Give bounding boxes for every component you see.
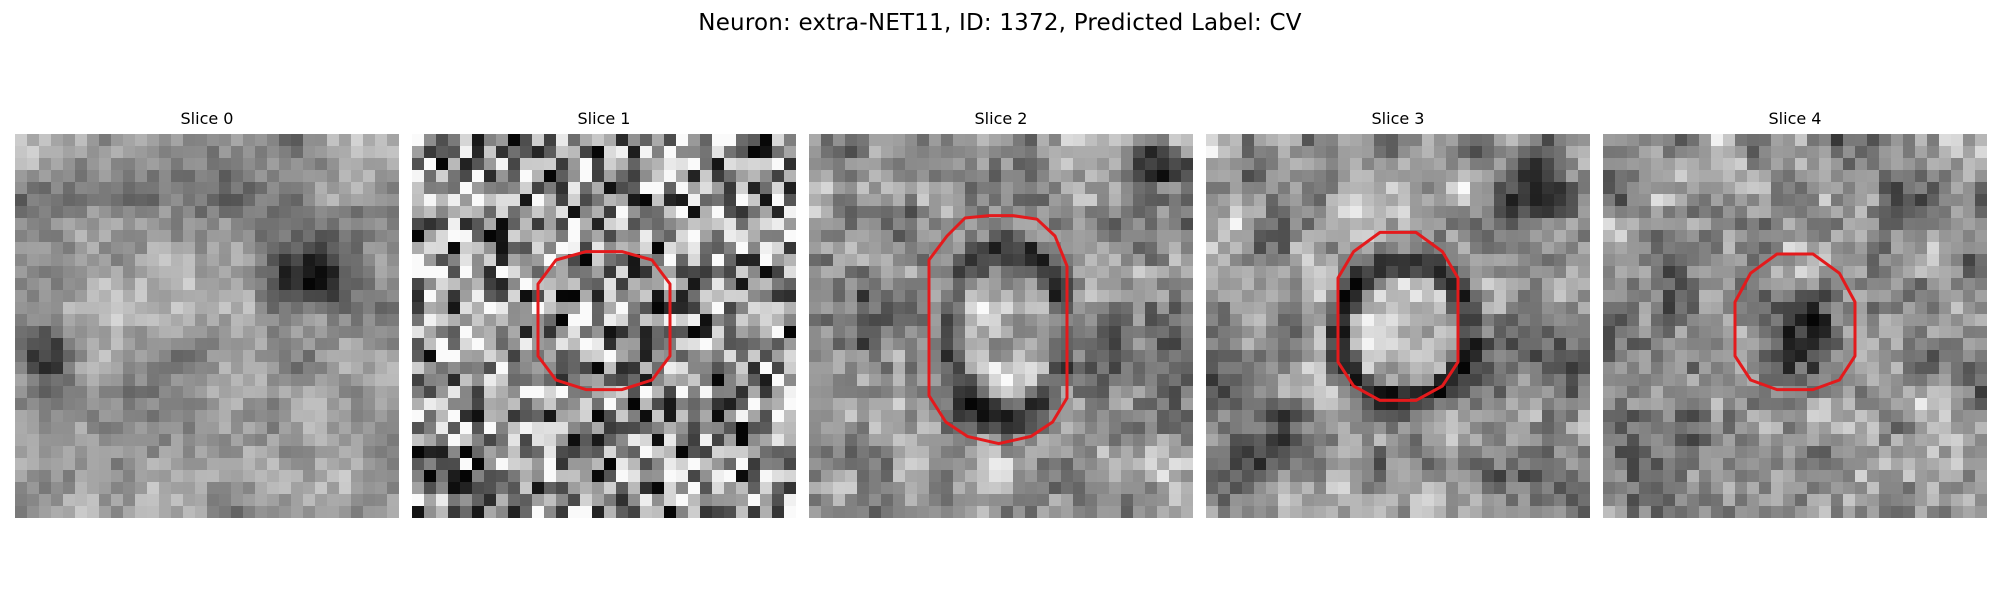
- panel-title: Slice 3: [1371, 109, 1425, 128]
- panel-title: Slice 4: [1768, 109, 1822, 128]
- microscopy-image-slice-4: [1603, 134, 1987, 518]
- segmentation-contour: [1733, 252, 1857, 392]
- pixel-grid: [15, 134, 399, 518]
- microscopy-image-slice-0: [15, 134, 399, 518]
- segmentation-contour: [536, 250, 672, 392]
- segmentation-contour: [1336, 230, 1460, 402]
- pixel-grid: [809, 134, 1193, 518]
- pixel-grid: [412, 134, 796, 518]
- pixel-grid: [1206, 134, 1590, 518]
- microscopy-image-slice-2: [809, 134, 1193, 518]
- segmentation-contour: [927, 214, 1069, 446]
- panel-title: Slice 0: [180, 109, 234, 128]
- panel-title: Slice 1: [577, 109, 631, 128]
- panel-title: Slice 2: [974, 109, 1028, 128]
- microscopy-image-slice-1: [412, 134, 796, 518]
- pixel-grid: [1603, 134, 1987, 518]
- figure-title: Neuron: extra-NET11, ID: 1372, Predicted…: [698, 10, 1302, 36]
- microscopy-image-slice-3: [1206, 134, 1590, 518]
